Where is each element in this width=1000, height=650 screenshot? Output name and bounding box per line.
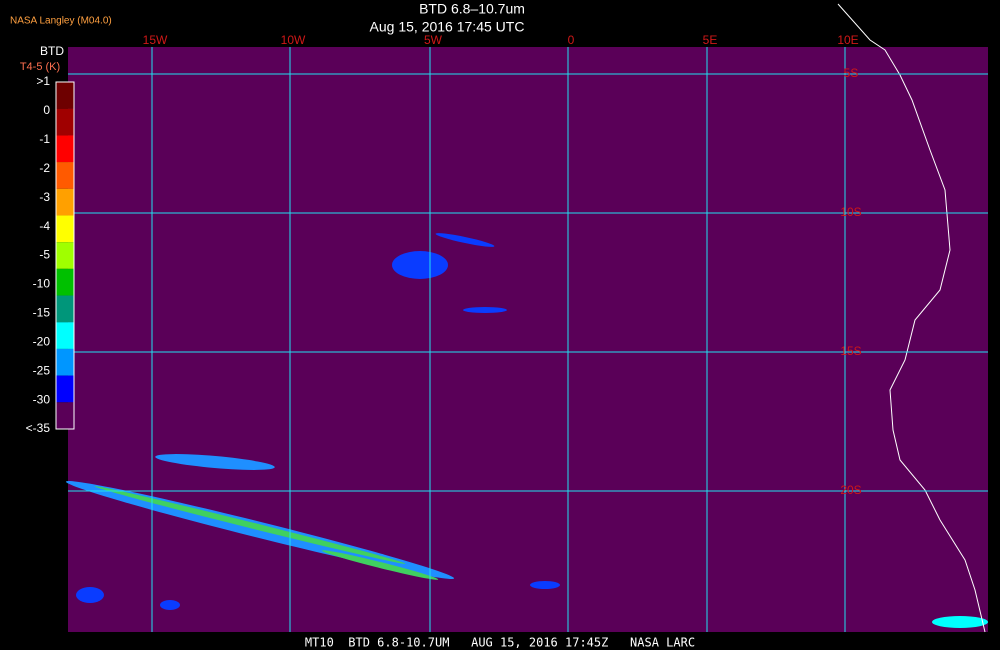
longitude-label: 10E xyxy=(837,33,858,47)
subtitle: Aug 15, 2016 17:45 UTC xyxy=(370,19,525,35)
legend-label: -15 xyxy=(33,306,51,320)
legend-swatch xyxy=(56,215,74,243)
producer: NASA Langley (M04.0) xyxy=(10,16,112,27)
legend-swatch xyxy=(56,295,74,323)
legend-label: -5 xyxy=(39,248,50,262)
coastline xyxy=(837,3,986,633)
legend-swatch xyxy=(56,322,74,349)
legend-swatch xyxy=(56,108,74,136)
latitude-label: 5S xyxy=(844,66,859,80)
longitude-label: 5W xyxy=(424,33,443,47)
footer: MT10 BTD 6.8-10.7UM AUG 15, 2016 17:45Z … xyxy=(305,636,695,650)
legend-swatch xyxy=(56,135,74,163)
latitude-label: 20S xyxy=(840,483,861,497)
legend-swatch xyxy=(56,82,74,109)
legend-title: BTD xyxy=(40,44,64,58)
latitude-label: 10S xyxy=(840,205,861,219)
legend-swatch xyxy=(56,162,74,189)
map-background xyxy=(68,47,988,632)
btd-features xyxy=(65,233,988,628)
legend-label: -25 xyxy=(33,363,51,377)
legend-label: -30 xyxy=(33,392,51,406)
legend-subtitle: T4-5 (K) xyxy=(20,61,60,73)
legend-frame xyxy=(55,81,75,430)
legend-swatch xyxy=(56,402,74,429)
title: BTD 6.8–10.7um xyxy=(419,1,525,17)
legend-swatch xyxy=(56,268,74,296)
legend-label: -10 xyxy=(33,277,51,291)
longitude-label: 15W xyxy=(143,33,168,47)
legend-label: -1 xyxy=(39,132,50,146)
legend-swatch xyxy=(56,242,74,269)
legend-swatch xyxy=(56,375,74,403)
legend-label: <-35 xyxy=(26,421,51,435)
longitude-label: 10W xyxy=(281,33,306,47)
legend-label: -20 xyxy=(33,334,51,348)
legend-label: -2 xyxy=(39,161,50,175)
legend-swatch xyxy=(56,188,74,216)
longitude-label: 0 xyxy=(568,33,575,47)
longitude-label: 5E xyxy=(703,33,718,47)
legend-label: -4 xyxy=(39,219,50,233)
latitude-label: 15S xyxy=(840,344,861,358)
legend-label: -3 xyxy=(39,190,50,204)
legend-label: >1 xyxy=(36,74,50,88)
legend-label: 0 xyxy=(43,103,50,117)
legend-swatch xyxy=(56,348,74,376)
